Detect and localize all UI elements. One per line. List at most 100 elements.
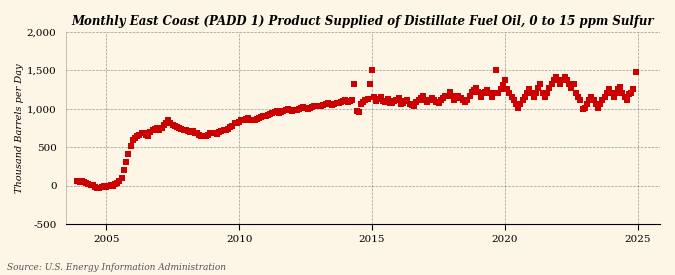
Point [263,113,273,117]
Point [316,103,327,108]
Point [156,126,167,130]
Point [427,96,437,100]
Point [273,111,284,115]
Point [285,107,296,112]
Point [500,78,510,82]
Point [597,98,608,103]
Point [511,102,522,106]
Point [125,144,136,149]
Point [579,106,590,110]
Point [504,90,515,95]
Point [320,102,331,106]
Point [564,82,574,86]
Point [214,130,225,134]
Point [546,82,557,86]
Point [356,102,367,106]
Point [112,180,123,185]
Point [311,103,322,108]
Point [464,94,475,98]
Point [230,121,240,126]
Point [429,98,439,103]
Point [520,94,531,99]
Point [489,91,500,96]
Point [192,131,202,136]
Point [506,94,517,99]
Point [185,130,196,134]
Point [176,126,187,131]
Point [553,78,564,82]
Point [613,87,624,91]
Point [287,109,298,113]
Point [205,131,216,136]
Point [85,183,96,187]
Point [340,98,351,103]
Point [232,120,242,125]
Point [331,101,342,106]
Point [313,104,324,109]
Point [394,96,404,100]
Point [278,109,289,113]
Point [588,98,599,103]
Point [591,102,601,106]
Point [225,125,236,130]
Point [216,129,227,133]
Point [387,100,398,105]
Point [358,100,369,104]
Point [548,78,559,82]
Point [302,107,313,111]
Point [163,118,173,123]
Point [615,84,626,89]
Point [227,123,238,128]
Point [309,104,320,109]
Point [178,127,189,132]
Point [449,98,460,103]
Point [165,121,176,126]
Point [400,99,410,103]
Point [420,98,431,103]
Point [109,182,120,186]
Point [136,130,147,135]
Point [451,96,462,100]
Point [169,124,180,129]
Point [134,133,144,137]
Point [107,183,118,188]
Point [475,94,486,99]
Point [384,101,395,106]
Point [601,90,612,95]
Point [404,102,415,106]
Point [375,94,386,99]
Point [103,184,114,188]
Point [242,116,253,120]
Point [413,98,424,103]
Point [557,78,568,82]
Point [382,97,393,101]
Point [90,185,101,189]
Point [304,106,315,110]
Point [391,97,402,102]
Point [149,126,160,131]
Point [568,82,579,86]
Point [624,92,634,97]
Point [541,90,552,95]
Point [269,110,280,114]
Point [236,118,246,123]
Point [322,100,333,105]
Point [406,103,417,107]
Point [378,99,389,103]
Point [258,114,269,119]
Point [256,115,267,119]
Point [88,183,99,188]
Point [92,185,103,190]
Point [99,184,109,188]
Point [94,186,105,191]
Point [318,103,329,107]
Point [458,98,468,103]
Point [81,181,92,185]
Point [537,90,548,95]
Point [460,100,470,104]
Point [495,87,506,91]
Point [327,103,338,107]
Point [593,106,603,110]
Point [462,97,472,102]
Point [221,127,232,132]
